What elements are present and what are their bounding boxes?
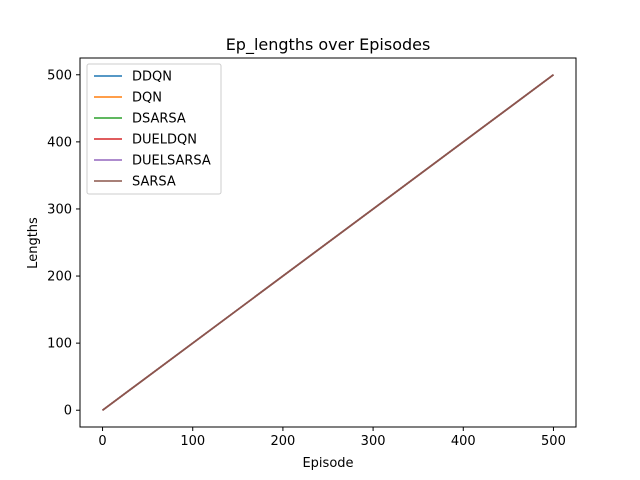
x-tick-label: 500 <box>541 434 566 449</box>
series-line-sarsa <box>102 74 554 411</box>
legend-item: DUELDQN <box>94 133 197 148</box>
legend-label: DDQN <box>132 70 172 85</box>
legend-item: DQN <box>94 91 162 106</box>
x-axis: 0 100 200 300 400 500 <box>98 427 566 449</box>
x-tick-label: 400 <box>451 434 476 449</box>
legend-label: DUELSARSA <box>132 154 211 169</box>
legend-item: DUELSARSA <box>94 154 211 169</box>
x-tick-label: 300 <box>361 434 386 449</box>
y-tick-label: 200 <box>47 270 72 285</box>
x-tick-label: 0 <box>98 434 106 449</box>
legend-label: SARSA <box>132 175 176 190</box>
y-axis: 0 100 200 300 400 500 <box>47 68 80 419</box>
x-tick-label: 100 <box>180 434 205 449</box>
y-tick-label: 500 <box>47 68 72 83</box>
plot-frame <box>79 57 577 428</box>
series-group <box>102 74 554 411</box>
legend-label: DSARSA <box>132 112 186 127</box>
chart-title: Ep_lengths over Episodes <box>226 35 431 55</box>
legend-item: DSARSA <box>94 112 186 127</box>
y-tick-label: 300 <box>47 202 72 217</box>
y-tick-label: 0 <box>64 404 72 419</box>
y-tick-label: 100 <box>47 337 72 352</box>
legend: DDQN DQN DSARSA DUELDQN DUELSARSA SARSA <box>86 63 222 195</box>
x-tick-label: 200 <box>270 434 295 449</box>
legend-label: DQN <box>132 91 162 106</box>
y-axis-label: Lengths <box>26 217 41 269</box>
legend-item: DDQN <box>94 70 172 85</box>
x-axis-label: Episode <box>302 456 353 471</box>
legend-item: SARSA <box>94 175 176 190</box>
legend-label: DUELDQN <box>132 133 197 148</box>
y-tick-label: 400 <box>47 135 72 150</box>
